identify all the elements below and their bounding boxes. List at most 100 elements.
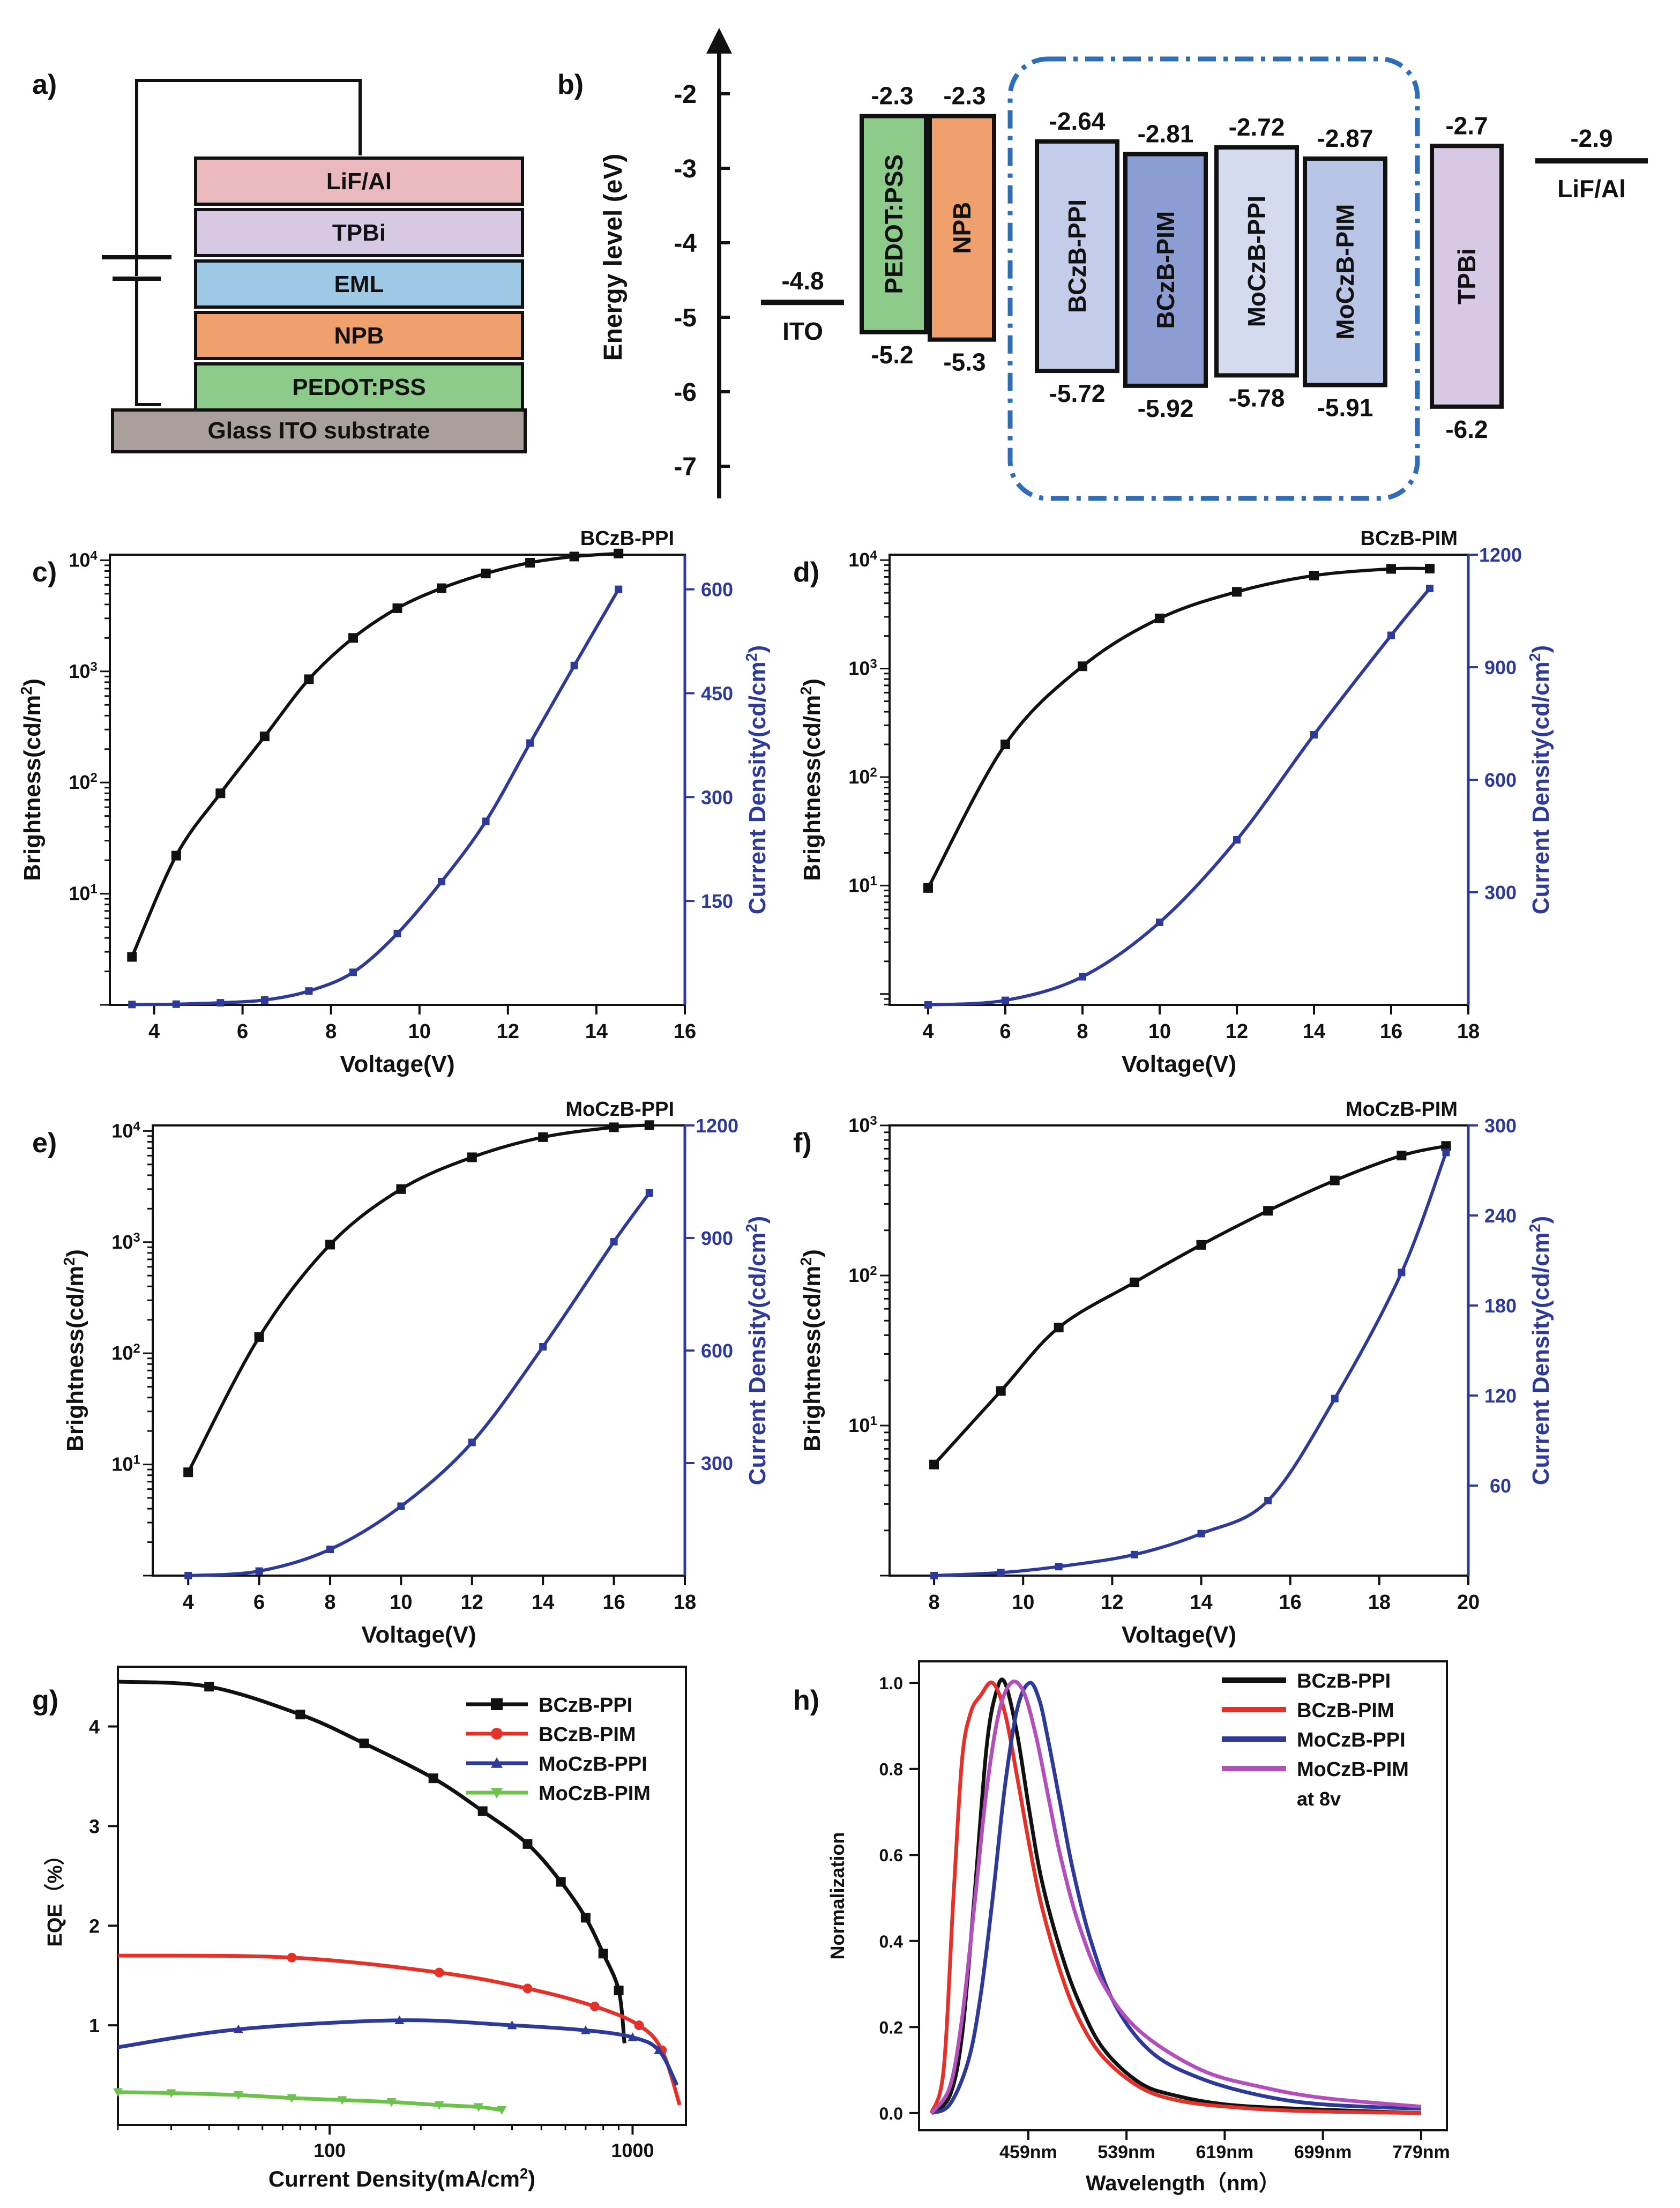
x-tick-label: 4 — [148, 1020, 160, 1043]
x-tick-label: 8 — [324, 1591, 335, 1614]
y-tick-label: 103 — [111, 1230, 140, 1253]
lumo-value-pedot-pss: -2.3 — [871, 82, 913, 110]
brightness-point — [525, 557, 535, 568]
current-point — [216, 999, 225, 1007]
x-tick-label: 14 — [585, 1020, 608, 1043]
eqe-point — [477, 1806, 488, 1816]
y2-tick-label: 300 — [701, 1452, 733, 1474]
brightness-point — [437, 583, 447, 593]
panel-label-a: a) — [32, 69, 57, 100]
chart-moczb-pim: 8 10 12 14 16 18 20 101 102 103 60 120 180 240 300 MoCz… — [798, 1098, 1554, 1648]
plot-frame — [888, 1124, 1469, 1577]
energy-level-diagram: -2 -3 -4 -5 -6 -7 Energy level (eV) -4.8 ITO -2.9… — [599, 28, 1648, 501]
y-axis-title: Brightness(cd/m2) — [61, 1249, 88, 1452]
plot-frame — [117, 1666, 687, 2126]
circuit-wire-top — [135, 79, 362, 256]
x-axis-title: Voltage(V) — [1122, 1051, 1236, 1077]
device-structure — [102, 79, 527, 453]
current-series-line — [934, 1152, 1448, 1577]
current-point — [1387, 631, 1395, 639]
y2-axis-title: Current Density(cd/cm2) — [1527, 645, 1554, 914]
current-point — [1130, 1550, 1138, 1558]
x-tick-label: 16 — [602, 1591, 625, 1614]
eqe-point — [580, 1913, 591, 1923]
energy-axis-tick-label: -2 — [674, 80, 697, 109]
legend-marker — [491, 1698, 503, 1710]
lumo-value-moczb-ppi: -2.72 — [1229, 113, 1285, 141]
brightness-point — [183, 1467, 193, 1478]
eqe-point — [614, 1986, 624, 1996]
level-name-tpbi: TPBi — [1453, 248, 1481, 304]
current-point — [397, 1502, 405, 1510]
brightness-point — [1441, 1141, 1451, 1151]
y-axis-title: Normalization — [826, 1832, 848, 1959]
y-axis-title: EQE（%） — [44, 1845, 66, 1946]
level-box-bczb-pim — [1123, 152, 1208, 388]
eqe-point — [204, 1682, 214, 1692]
current-point — [255, 1567, 263, 1575]
brightness-series-line — [932, 1144, 1447, 1466]
layer-pedot-pss — [194, 362, 524, 412]
current-point — [1310, 731, 1318, 739]
y2-tick-label: 180 — [1484, 1295, 1517, 1317]
x-tick-label: 18 — [674, 1591, 696, 1614]
lumo-value-tpbi: -2.7 — [1445, 111, 1488, 139]
chart-eqe: 100 1000 1 2 3 4 Current Density(mA/cm2) EQE（%）… — [44, 1666, 687, 2192]
brightness-point — [644, 1120, 654, 1130]
layer-lif-al — [194, 156, 524, 206]
eqe-point — [386, 2098, 397, 2107]
brightness-series-line — [130, 551, 619, 958]
chart-title: BCzB-PPI — [580, 527, 674, 550]
homo-value-moczb-ppi: -5.78 — [1229, 384, 1285, 412]
brightness-point — [1232, 587, 1242, 597]
brightness-point — [171, 851, 181, 861]
x-tick-label: 8 — [1077, 1020, 1088, 1043]
y-tick-label: 101 — [848, 874, 877, 897]
y-tick-label: 102 — [848, 765, 877, 788]
x-axis-title: Wavelength（nm） — [1086, 2172, 1280, 2195]
layer-eml — [194, 259, 524, 309]
current-point — [1233, 836, 1241, 844]
current-point — [526, 739, 534, 747]
level-box-tpbi — [1430, 144, 1504, 409]
panel-label-h: h) — [793, 1685, 819, 1716]
brightness-point — [929, 1459, 939, 1469]
panel-label-e: e) — [32, 1128, 57, 1159]
y2-axis-title: Current Density(cd/cm2) — [743, 645, 771, 914]
x-axis-title: Current Density(mA/cm2) — [268, 2165, 535, 2192]
layer-npb — [194, 311, 524, 360]
brightness-point — [481, 569, 491, 579]
brightness-point — [467, 1152, 477, 1162]
x-tick-label: 539nm — [1097, 2142, 1155, 2162]
x-tick-label: 16 — [1380, 1020, 1402, 1043]
eqe-series-line — [117, 2090, 502, 2112]
homo-value-bczb-pim: -5.92 — [1138, 394, 1194, 422]
current-point — [482, 817, 490, 825]
y2-tick-label: 450 — [701, 682, 733, 704]
eqe-point — [233, 2091, 243, 2100]
eqe-point — [337, 2096, 347, 2105]
brightness-point — [1129, 1277, 1139, 1287]
current-point — [438, 877, 446, 885]
legend-label: MoCzB-PIM — [1297, 1758, 1409, 1781]
spectrum-line — [929, 1680, 1421, 2115]
current-point — [1197, 1530, 1205, 1538]
eqe-point — [522, 1839, 533, 1849]
lumo-value-bczb-pim: -2.81 — [1138, 120, 1194, 148]
energy-axis-tick-label: -4 — [674, 229, 697, 258]
current-point — [326, 1546, 334, 1553]
lif-value: -2.9 — [1570, 124, 1612, 152]
y2-tick-label: 300 — [1484, 882, 1517, 904]
current-point — [1264, 1497, 1272, 1504]
x-tick-label: 14 — [1190, 1591, 1212, 1614]
homo-value-bczb-ppi: -5.72 — [1049, 379, 1106, 407]
y2-tick-label: 600 — [701, 1340, 733, 1362]
y2-tick-label: 600 — [1484, 769, 1517, 791]
eqe-point — [394, 2015, 405, 2025]
layer-label-substrate: Glass ITO substrate — [208, 417, 430, 444]
eqe-point — [434, 2101, 444, 2110]
brightness-point — [923, 883, 933, 893]
y2-tick-label: 600 — [701, 579, 733, 601]
chart-el-spectra: 459nm 539nm 619nm 699nm 779nm 0.0 0.2 0.4 0.6 0.8… — [826, 1660, 1450, 2195]
y2-tick-label: 1200 — [696, 1115, 738, 1137]
